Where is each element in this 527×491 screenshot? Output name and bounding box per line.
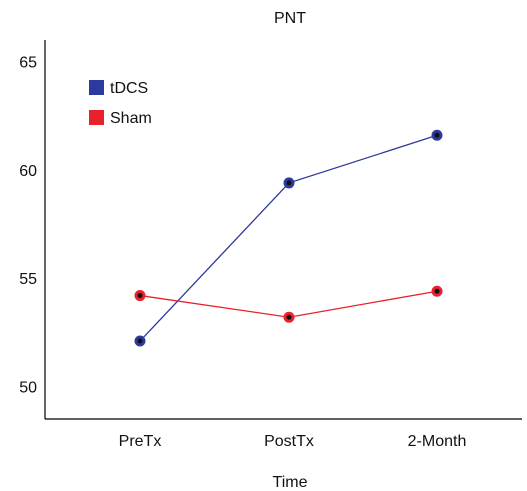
data-point-center (137, 338, 143, 344)
series-line (139, 134, 438, 342)
data-point-center (286, 314, 292, 320)
y-tick-label: 50 (19, 380, 37, 397)
series-layer (134, 129, 443, 347)
x-tick-label: PreTx (119, 433, 162, 450)
y-tick-label: 60 (19, 163, 37, 180)
legend-item: tDCS (89, 80, 148, 97)
data-point (431, 285, 443, 297)
x-tick-labels: PreTx PostTx 2-Month (119, 433, 467, 450)
legend-label: tDCS (110, 80, 148, 97)
axes (44, 40, 522, 420)
x-axis-label: Time (273, 474, 308, 491)
data-point (134, 335, 146, 347)
data-point-center (434, 288, 440, 294)
legend-swatch (89, 80, 104, 95)
y-tick-label: 65 (19, 55, 37, 72)
chart-title: PNT (274, 10, 306, 27)
data-point-center (137, 293, 143, 299)
data-point (283, 177, 295, 189)
x-tick-label: 2-Month (408, 433, 467, 450)
y-tick-label: 55 (19, 271, 37, 288)
legend: tDCS Sham (89, 80, 152, 127)
y-tick-labels: 50 55 60 65 (19, 55, 37, 397)
data-point (283, 311, 295, 323)
x-tick-label: PostTx (264, 433, 314, 450)
data-point (134, 290, 146, 302)
legend-label: Sham (110, 110, 152, 127)
data-point-center (286, 180, 292, 186)
data-point-center (434, 132, 440, 138)
series-sham (134, 285, 443, 323)
legend-item: Sham (89, 110, 152, 127)
data-point (431, 129, 443, 141)
series-tdcs (134, 129, 443, 347)
legend-swatch (89, 110, 104, 125)
